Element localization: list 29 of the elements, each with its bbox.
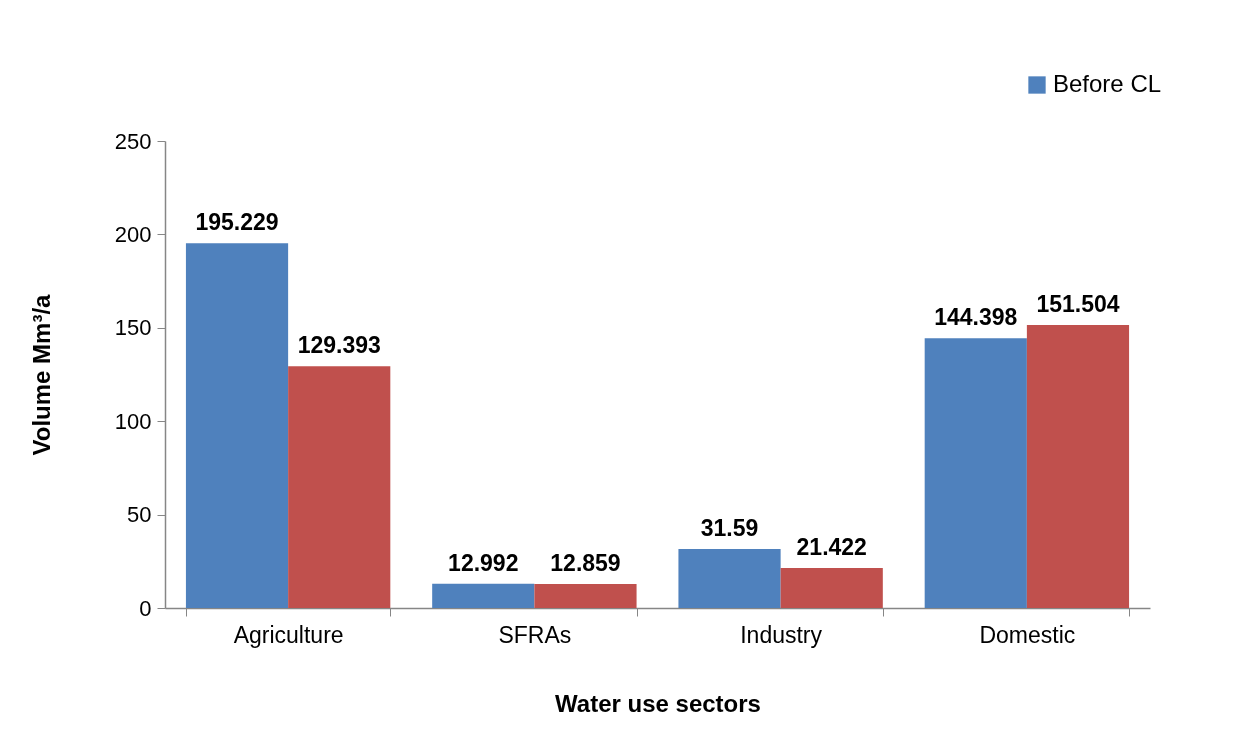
x-tick-label: Domestic: [979, 621, 1076, 648]
data-label: 21.422: [796, 533, 867, 560]
bar: [534, 583, 637, 608]
x-tick-label: Industry: [740, 621, 823, 648]
bar: [780, 567, 883, 608]
data-label: 129.393: [297, 332, 381, 359]
bar: [924, 338, 1027, 608]
x-tick-label: SFRAs: [498, 621, 572, 648]
y-tick-label: 50: [127, 502, 152, 528]
y-tick-label: 0: [139, 595, 152, 621]
data-label: 12.859: [550, 549, 621, 576]
y-tick-label: 200: [114, 221, 152, 247]
y-tick-label: 150: [114, 315, 152, 341]
data-label: 195.229: [195, 209, 279, 236]
legend-label: Before CL: [1053, 70, 1162, 97]
bar: [678, 548, 781, 608]
data-label: 31.59: [700, 514, 759, 541]
data-label: 151.504: [1036, 290, 1120, 317]
bar: [432, 583, 535, 608]
data-label: 12.992: [448, 549, 519, 576]
y-tick-label: 250: [114, 128, 152, 154]
bar: [185, 243, 289, 608]
y-axis-title: Volume Mm³/a: [27, 293, 55, 456]
bar: [1026, 324, 1130, 608]
data-label: 144.398: [934, 304, 1018, 331]
x-tick-label: Agriculture: [233, 621, 344, 648]
x-axis-title: Water use sectors: [555, 689, 761, 717]
bar: [288, 366, 391, 608]
y-tick-label: 100: [114, 408, 152, 434]
